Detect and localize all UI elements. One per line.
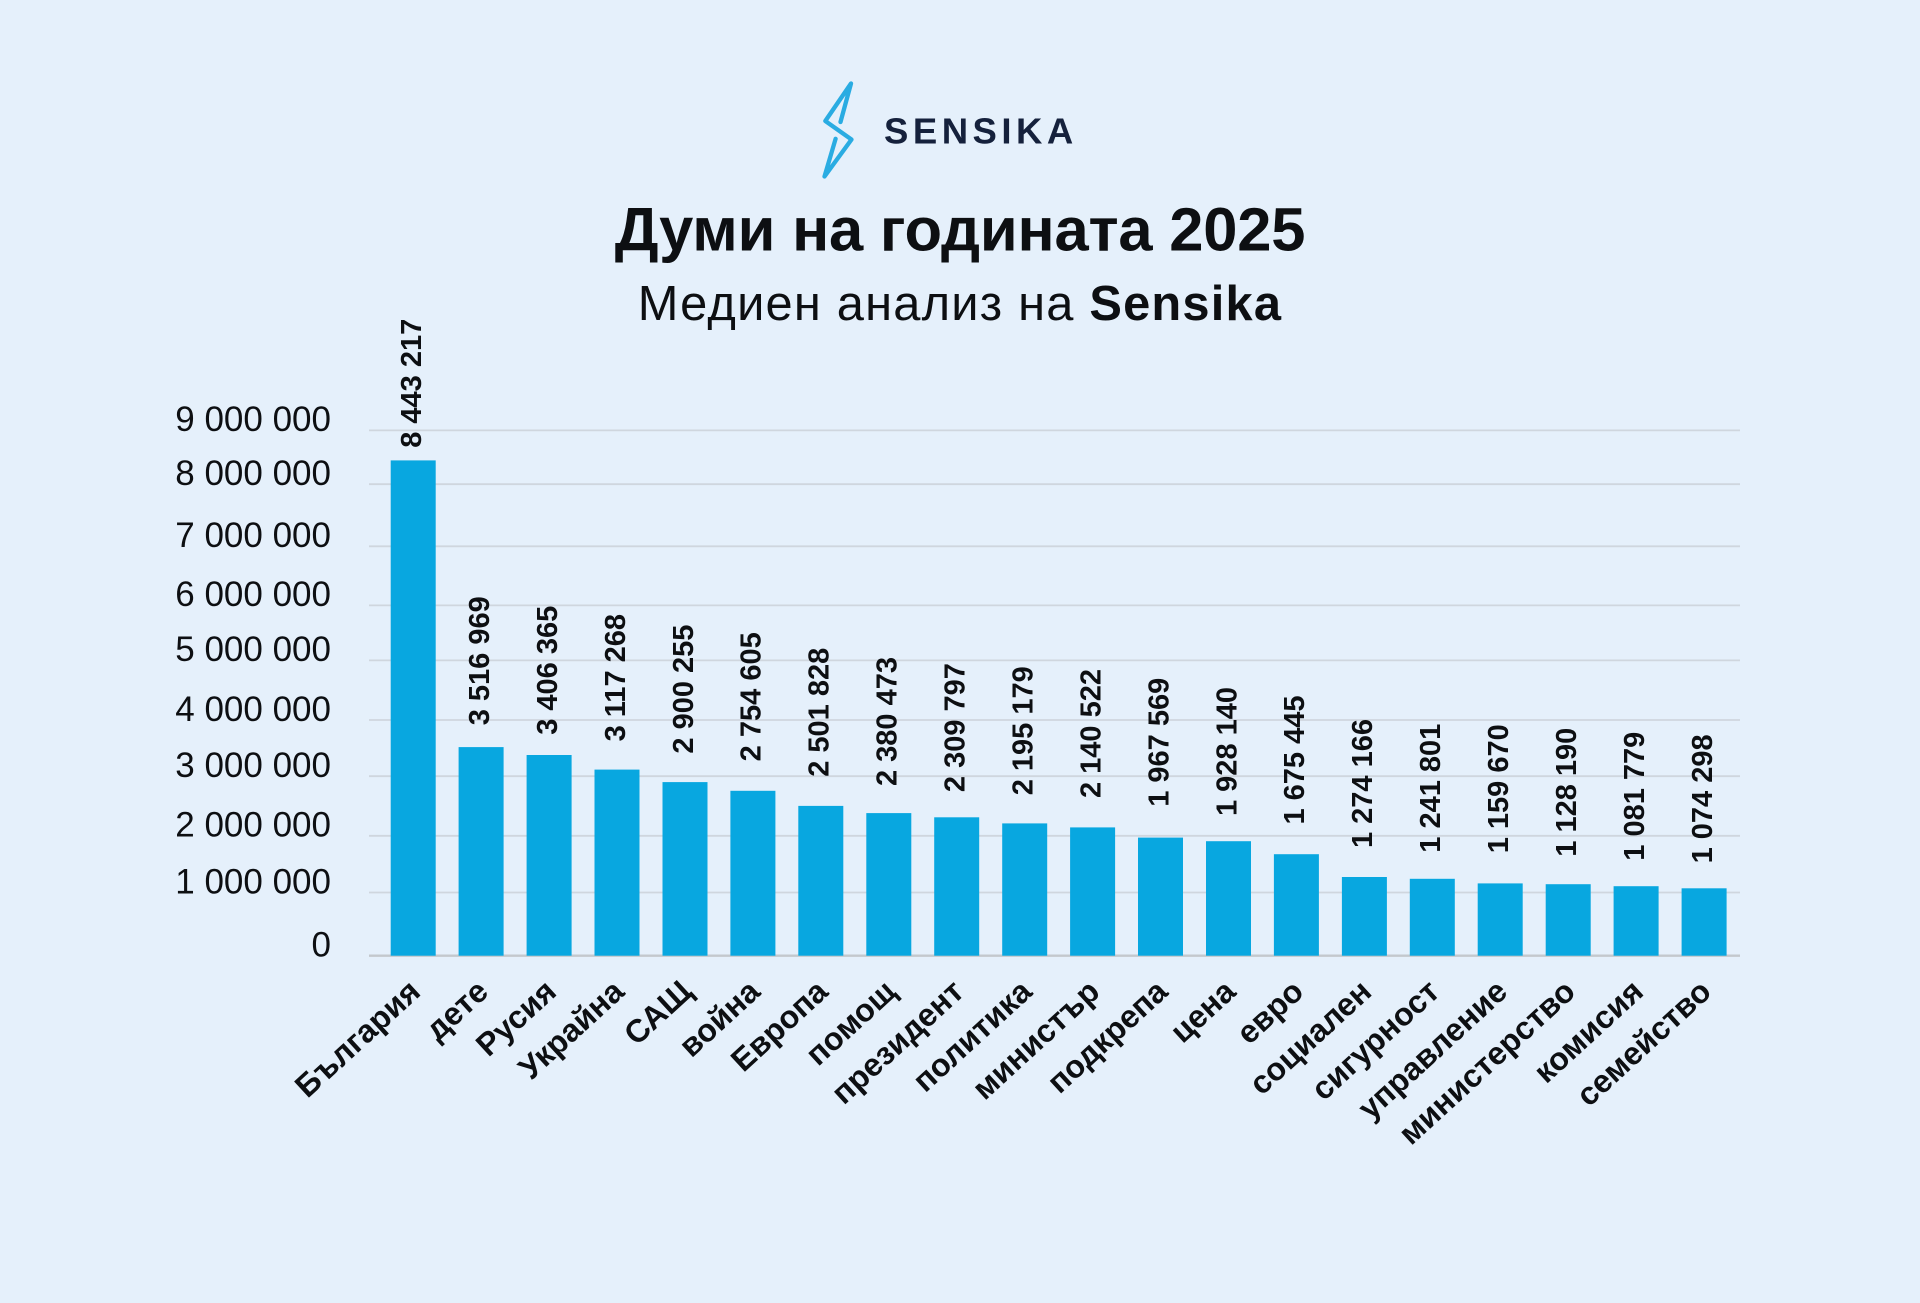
svg-text:1 000 000: 1 000 000 — [175, 862, 331, 901]
svg-text:8 443 217: 8 443 217 — [396, 319, 428, 448]
svg-text:1 128 190: 1 128 190 — [1551, 728, 1583, 857]
svg-text:2 501 828: 2 501 828 — [804, 648, 836, 777]
svg-text:1 081 779: 1 081 779 — [1619, 732, 1651, 861]
svg-text:2 000 000: 2 000 000 — [175, 806, 331, 845]
svg-text:1 074 298: 1 074 298 — [1687, 734, 1719, 863]
svg-text:1 241 801: 1 241 801 — [1415, 724, 1447, 853]
svg-text:Медиен анализ на Sensika: Медиен анализ на Sensika — [638, 277, 1282, 331]
svg-text:2 195 179: 2 195 179 — [1008, 666, 1040, 795]
svg-text:2 140 522: 2 140 522 — [1075, 669, 1107, 798]
svg-text:2 900 255: 2 900 255 — [668, 625, 700, 754]
svg-text:3 406 365: 3 406 365 — [532, 606, 564, 735]
svg-text:5 000 000: 5 000 000 — [175, 630, 331, 669]
svg-text:7 000 000: 7 000 000 — [175, 516, 331, 555]
svg-text:SENSIKA: SENSIKA — [884, 111, 1078, 152]
svg-text:2 380 473: 2 380 473 — [872, 657, 904, 786]
svg-text:9 000 000: 9 000 000 — [175, 400, 331, 439]
svg-text:2 754 605: 2 754 605 — [736, 632, 768, 761]
svg-text:3 117 268: 3 117 268 — [600, 614, 632, 741]
svg-text:3 516 969: 3 516 969 — [464, 596, 496, 725]
svg-text:Думи на годината 2025: Думи на годината 2025 — [615, 196, 1306, 265]
svg-text:4 000 000: 4 000 000 — [175, 690, 331, 729]
svg-text:3 000 000: 3 000 000 — [175, 746, 331, 785]
svg-text:2 309 797: 2 309 797 — [940, 663, 972, 792]
svg-text:1 675 445: 1 675 445 — [1279, 695, 1311, 824]
svg-text:1 159 670: 1 159 670 — [1483, 724, 1515, 853]
svg-text:1 274 166: 1 274 166 — [1347, 719, 1379, 848]
svg-text:8 000 000: 8 000 000 — [175, 454, 331, 493]
svg-text:1 928 140: 1 928 140 — [1211, 687, 1243, 816]
svg-text:1 967 569: 1 967 569 — [1143, 678, 1175, 807]
svg-text:6 000 000: 6 000 000 — [175, 575, 331, 614]
svg-text:0: 0 — [312, 926, 331, 965]
